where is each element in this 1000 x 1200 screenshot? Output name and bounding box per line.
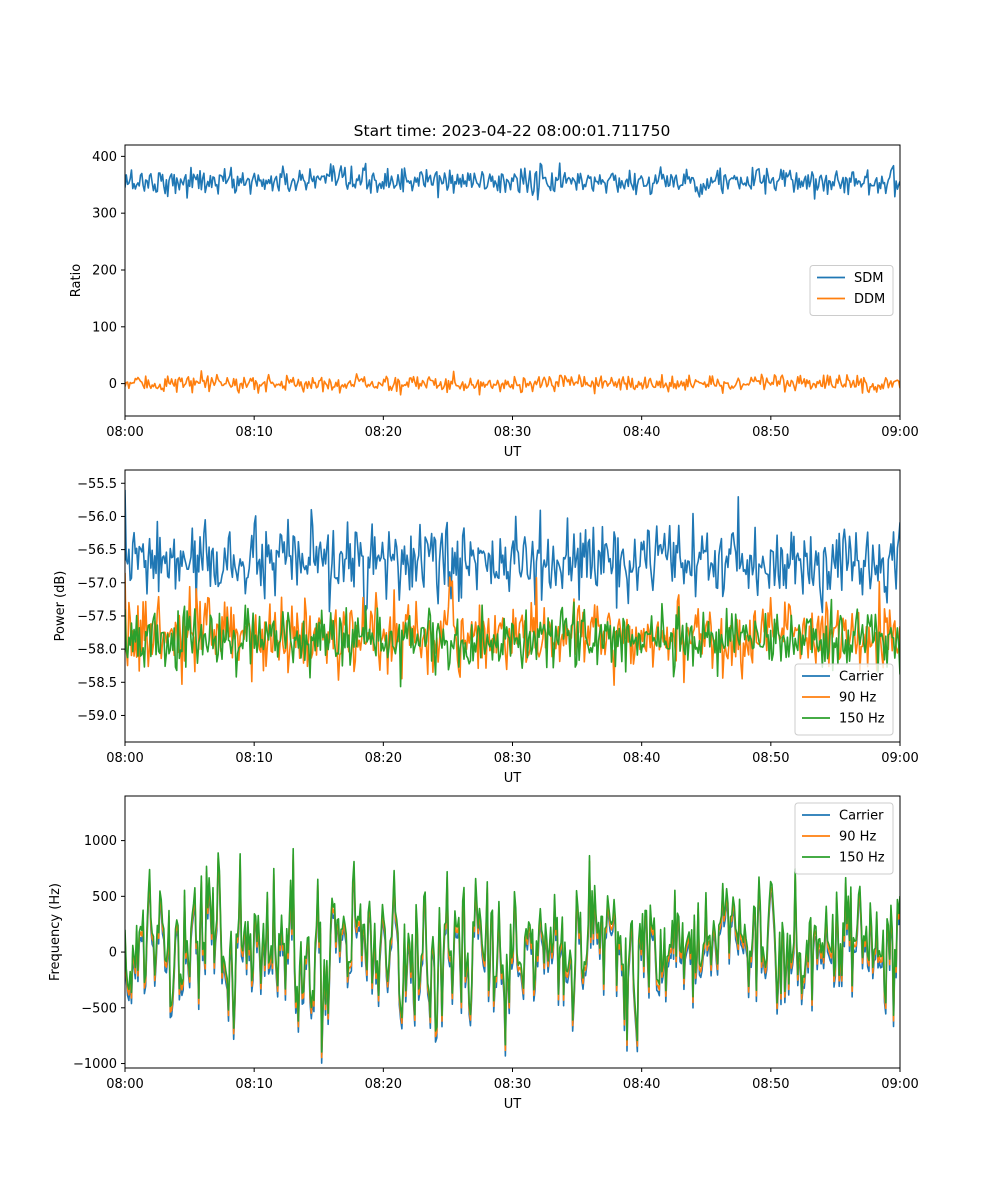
- y-tick-label: 400: [92, 150, 117, 165]
- x-tick-label: 08:20: [365, 751, 402, 766]
- y-axis-label: Power (dB): [53, 571, 68, 642]
- chart-title: Start time: 2023-04-22 08:00:01.711750: [354, 122, 671, 140]
- y-tick-label: −500: [81, 1001, 117, 1016]
- y-tick-label: 200: [92, 263, 117, 278]
- legend-label: Carrier: [839, 670, 884, 685]
- x-tick-label: 08:30: [494, 751, 531, 766]
- x-tick-label: 08:50: [752, 751, 789, 766]
- series-group: [125, 162, 900, 396]
- legend-label: SDM: [854, 271, 883, 286]
- legend: Carrier 90 Hz 150 Hz: [794, 802, 894, 875]
- chart-panel-1: 08:00 08:10 08:20 08:30 08:40 08:50 09:00 UT 0 10…: [69, 144, 919, 460]
- x-tick-label: 08:10: [235, 751, 272, 766]
- y-tick-label: −55.5: [77, 477, 117, 492]
- y-tick-label: −57.0: [77, 576, 117, 591]
- series-line-carrier: [125, 489, 900, 623]
- x-tick-label: 08:40: [623, 751, 660, 766]
- y-tick-label: −59.0: [77, 709, 117, 724]
- y-tick-label: −58.5: [77, 676, 117, 691]
- x-tick-label: 08:20: [365, 425, 402, 440]
- series-line-150-hz: [125, 847, 900, 1053]
- x-tick-label: 08:50: [752, 425, 789, 440]
- legend-label: 150 Hz: [839, 712, 885, 727]
- series-line-90-hz: [125, 572, 900, 686]
- x-tick-label: 08:30: [494, 425, 531, 440]
- x-tick-label: 08:40: [623, 1077, 660, 1092]
- x-tick-label: 08:00: [106, 751, 143, 766]
- plot-frame: [124, 144, 901, 417]
- legend: Carrier 90 Hz 150 Hz: [794, 663, 894, 736]
- series-group: [125, 489, 900, 688]
- y-tick-label: 100: [92, 320, 117, 335]
- y-axis-label: Frequency (Hz): [48, 883, 63, 981]
- x-axis-label: UT: [504, 1097, 522, 1112]
- y-tick-label: 500: [92, 890, 117, 905]
- chart-panel-3: 08:00 08:10 08:20 08:30 08:40 08:50 09:00 UT 100…: [48, 795, 919, 1112]
- x-tick-label: 08:50: [752, 1077, 789, 1092]
- legend-label: 90 Hz: [839, 691, 876, 706]
- x-tick-label: 08:20: [365, 1077, 402, 1092]
- legend-label: 90 Hz: [839, 830, 876, 845]
- series-line-150-hz: [125, 598, 900, 688]
- x-tick-label: 08:10: [235, 1077, 272, 1092]
- legend: SDM DDM: [809, 265, 894, 316]
- y-tick-label: 1000: [84, 834, 117, 849]
- legend-label: DDM: [854, 292, 885, 307]
- y-tick-label: 0: [109, 946, 117, 961]
- series-line-sdm: [125, 162, 900, 201]
- y-tick-label: 300: [92, 207, 117, 222]
- x-tick-label: 09:00: [881, 425, 918, 440]
- x-tick-label: 08:40: [623, 425, 660, 440]
- plot-frame: [124, 469, 901, 743]
- y-tick-label: −57.5: [77, 609, 117, 624]
- x-tick-label: 08:00: [106, 425, 143, 440]
- y-tick-label: −56.5: [77, 543, 117, 558]
- y-axis-label: Ratio: [69, 264, 84, 297]
- y-tick-label: −1000: [73, 1057, 117, 1072]
- chart-panel-2: 08:00 08:10 08:20 08:30 08:40 08:50 09:00 UT −55…: [53, 469, 919, 786]
- x-tick-label: 08:10: [235, 425, 272, 440]
- x-tick-label: 09:00: [881, 1077, 918, 1092]
- x-axis-label: UT: [504, 771, 522, 786]
- x-tick-label: 09:00: [881, 751, 918, 766]
- y-tick-label: −56.0: [77, 510, 117, 525]
- x-tick-label: 08:30: [494, 1077, 531, 1092]
- x-tick-label: 08:00: [106, 1077, 143, 1092]
- series-group: [125, 847, 900, 1064]
- legend-label: Carrier: [839, 809, 884, 824]
- y-tick-label: −58.0: [77, 643, 117, 658]
- y-tick-label: 0: [109, 377, 117, 392]
- series-line-ddm: [125, 370, 900, 396]
- x-axis-label: UT: [504, 445, 522, 460]
- legend-label: 150 Hz: [839, 851, 885, 866]
